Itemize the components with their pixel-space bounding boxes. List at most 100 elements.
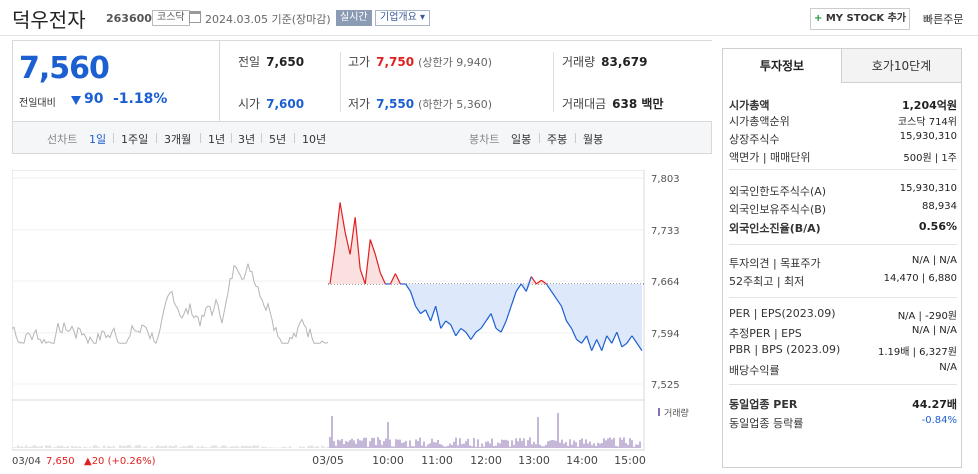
price-segment (445, 320, 452, 326)
info-divider (729, 384, 957, 385)
price-segment (369, 239, 376, 255)
price-segment (515, 283, 522, 292)
price-segment (404, 283, 412, 292)
price-segment (425, 309, 432, 322)
price-segment (581, 335, 588, 344)
price-segment (450, 324, 457, 337)
quote-prev: 전일 7,650 (238, 55, 305, 69)
info-row: 배당수익률 N/A (729, 362, 957, 378)
quote-open: 시가 7,600 (238, 97, 305, 111)
info-row-value: 15,930,310 (899, 131, 957, 142)
price-segment (510, 291, 517, 307)
info-row: 동일업종 PER 44.27배 (729, 396, 957, 412)
period-1y[interactable]: 1년 (208, 133, 226, 146)
info-row-label: 외국인소진율(B/A) (729, 222, 821, 235)
info-row: 52주최고 | 최저 14,470 | 6,880 (729, 273, 957, 289)
info-row-value: 14,470 | 6,880 (883, 273, 957, 284)
price-segment (379, 272, 386, 285)
price-segment (601, 335, 608, 351)
info-row: 외국인한도주식수(A) 15,930,310 (729, 183, 957, 199)
price-segment (626, 335, 633, 344)
period-5y[interactable]: 5년 (269, 133, 287, 146)
period-1w[interactable]: 1주일 (121, 133, 149, 146)
info-row: 추정PER | EPS N/A | N/A (729, 325, 957, 341)
period-1d[interactable]: 1일 (89, 133, 107, 146)
period-3m[interactable]: 3개월 (164, 133, 192, 146)
x-tick-label: 03/05 (312, 454, 344, 467)
x-tick-label: 11:00 (421, 454, 453, 467)
period-10y[interactable]: 10년 (302, 133, 327, 146)
x-tick-label: 13:00 (518, 454, 550, 467)
change-value: 90 (84, 91, 104, 107)
price-segment (591, 339, 598, 351)
plus-icon: + (813, 13, 823, 24)
info-row-label: 액면가 | 매매단위 (729, 151, 811, 164)
info-row-label: 동일업종 PER (729, 398, 798, 411)
info-row-label: 추정PER | EPS (729, 327, 802, 340)
price-segment (576, 339, 582, 344)
down-area (330, 283, 642, 351)
price-segment (616, 331, 623, 348)
market-badge: 코스닥 (152, 10, 190, 26)
prev-day-line (12, 263, 329, 345)
info-row-value: 1,204억원 (901, 99, 957, 112)
price-segment (389, 273, 396, 285)
price-segment (440, 320, 447, 329)
price-segment (470, 331, 477, 340)
divider (553, 52, 554, 112)
quote-low: 저가 7,550 (하한가 5,360) (348, 97, 492, 111)
info-row: 시가총액 1,204억원 (729, 97, 957, 113)
company-overview-dropdown[interactable]: 기업개요 ▾ (375, 10, 430, 26)
divider (340, 52, 341, 112)
price-segment (621, 342, 628, 348)
prev-day-date: 03/04 (12, 456, 41, 467)
price-segment (555, 298, 562, 307)
y-tick-label: 7,803 (651, 174, 680, 185)
price-segment (354, 217, 361, 270)
tab-order-book[interactable]: 호가10단계 (842, 49, 961, 83)
price-segment (505, 306, 512, 322)
info-divider (729, 297, 957, 298)
quick-order-link[interactable]: 빠른주문 (923, 13, 964, 26)
period-3y[interactable]: 3년 (238, 133, 256, 146)
quote-volume: 거래량 83,679 (562, 55, 648, 69)
calendar-icon (189, 11, 201, 23)
realtime-badge[interactable]: 실시간 (336, 10, 372, 26)
candle-chart-label: 봉차트 (469, 133, 500, 146)
info-row-label: 배당수익률 (729, 364, 780, 377)
candle-monthly[interactable]: 월봉 (583, 133, 604, 146)
change-label: 전일대비 (19, 98, 56, 109)
tab-invest-info[interactable]: 투자정보 (723, 49, 842, 83)
price-segment (596, 339, 603, 351)
add-mystock-button[interactable]: + MY STOCK 추가 (810, 8, 910, 30)
y-tick-label: 7,733 (651, 226, 680, 237)
price-segment (329, 246, 336, 285)
info-row: 외국인보유주식수(B) 88,934 (729, 201, 957, 217)
info-row-label: 시가총액 (729, 99, 770, 112)
info-row: 시가총액순위 코스닥 714위 (729, 113, 957, 129)
x-tick-label: 10:00 (372, 454, 404, 467)
info-row-value: 코스닥 714위 (897, 117, 957, 128)
info-row-value: 1.19배 | 6,327원 (877, 347, 957, 358)
period-bar: 선차트 1일 1주일 3개월 1년 3년 5년 10년 봉차트 일봉 주봉 월봉 (12, 122, 712, 154)
price-segment (485, 313, 492, 322)
price-segment (374, 254, 381, 274)
line-chart-label: 선차트 (47, 133, 78, 146)
x-tick-label: 12:00 (470, 454, 502, 467)
down-triangle-icon (71, 96, 81, 105)
current-price: 7,560 (19, 51, 110, 86)
up-area (330, 202, 642, 284)
price-segment (480, 320, 487, 329)
info-row: PBR | BPS (2023.09) 1.19배 | 6,327원 (729, 343, 957, 359)
info-row-value: 15,930,310 (899, 183, 957, 194)
volume-legend-swatch (658, 408, 660, 416)
candle-weekly[interactable]: 주봉 (547, 133, 568, 146)
candle-daily[interactable]: 일봉 (511, 133, 532, 146)
price-segment (525, 276, 532, 292)
intraday-chart[interactable]: 7,803 7,733 7,664 7,594 7,525 거래량 03/05 10:00 11… (12, 170, 712, 470)
quote-amount: 거래대금 638 백만 (562, 97, 664, 111)
price-segment (566, 320, 573, 329)
price-segment (349, 217, 356, 255)
info-row-label: 외국인한도주식수(A) (729, 185, 827, 198)
info-row: 외국인소진율(B/A) 0.56% (729, 220, 957, 236)
